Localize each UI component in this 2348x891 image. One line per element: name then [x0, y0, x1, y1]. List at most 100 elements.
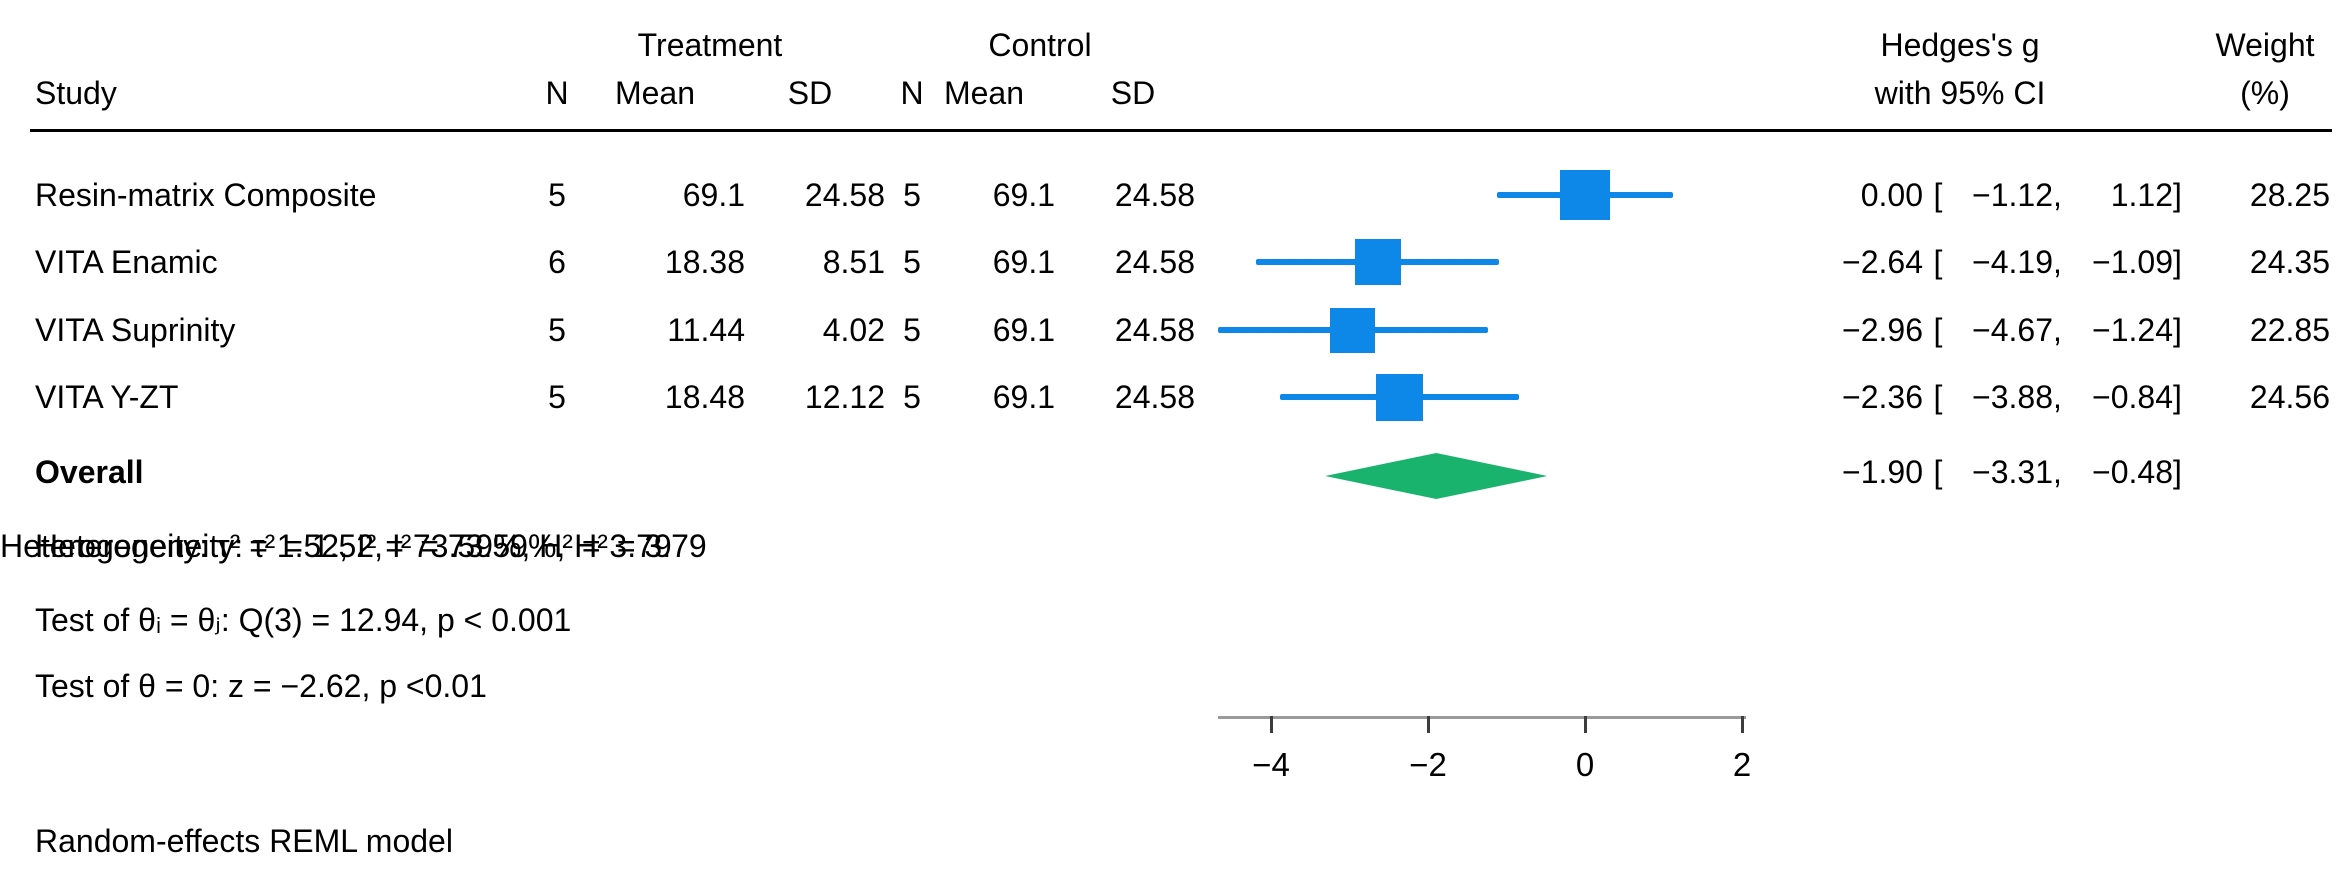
- control-mean: 69.1: [992, 379, 1055, 415]
- overall-effect-size-ci: −1.90 [ −3.31, −0.48]: [1823, 450, 2188, 494]
- table-row: VITA Suprinity 5 11.44 4.02 5 69.1 24.58…: [0, 308, 2348, 352]
- axis-tick: [1269, 716, 1273, 733]
- axis-tick-label: −2: [1409, 746, 1447, 783]
- axis-tick: [1740, 716, 1744, 733]
- effect-estimate: −2.96: [1842, 312, 1923, 348]
- model-note: Random-effects REML model: [35, 823, 453, 859]
- table-row: VITA Enamic 6 18.38 8.51 5 69.1 24.58 −2…: [0, 240, 2348, 284]
- bracket-close: ]: [2173, 312, 2182, 348]
- heterogeneity-stats-text: Heterogeneity: τ² = 1.52, I² = 73.59%, H…: [35, 528, 707, 564]
- comma: ,: [2053, 244, 2062, 280]
- axis-line: [1218, 716, 1746, 719]
- treatment-mean: 69.1: [682, 177, 745, 213]
- ci-upper: −1.09: [2092, 244, 2173, 280]
- treatment-mean: 18.38: [664, 244, 745, 280]
- treatment-mean: 18.48: [664, 379, 745, 415]
- effect-square: [1376, 373, 1424, 421]
- bracket-close: ]: [2173, 379, 2182, 415]
- bracket-close: ]: [2173, 177, 2182, 213]
- comma: ,: [2053, 312, 2062, 348]
- control-mean: 69.1: [992, 244, 1055, 280]
- treatment-sd-header: SD: [787, 75, 833, 111]
- overall-row: Overall −1.90 [ −3.31, −0.48]: [0, 450, 2348, 494]
- ci-upper: −0.48: [2092, 454, 2173, 490]
- study-name: VITA Suprinity: [35, 312, 236, 348]
- header-groups: Treatment Control Hedges's g Weight: [0, 23, 2348, 67]
- effect-size-header-line2: with 95% CI: [1874, 75, 2046, 111]
- weight-value: 24.56: [2249, 379, 2330, 415]
- bracket-open: [: [1933, 454, 1943, 490]
- effect-size-ci: −2.36 [ −3.88, −0.84]: [1823, 375, 2188, 419]
- header-divider: [30, 129, 2332, 132]
- ci-lower: −1.12: [1972, 177, 2053, 213]
- control-n: 5: [903, 177, 921, 213]
- control-mean: 69.1: [992, 177, 1055, 213]
- control-mean: 69.1: [992, 312, 1055, 348]
- weight-value: 24.35: [2249, 244, 2330, 280]
- test-overall-effect-text: Test of θ = 0: z = −2.62, p <0.01: [35, 668, 487, 704]
- comma: ,: [2053, 454, 2062, 490]
- effect-size-ci: −2.64 [ −4.19, −1.09]: [1823, 240, 2188, 284]
- table-row: VITA Y-ZT 5 18.48 12.12 5 69.1 24.58 −2.…: [0, 375, 2348, 419]
- treatment-mean-header: Mean: [614, 75, 696, 111]
- study-name: VITA Y-ZT: [35, 379, 179, 415]
- effect-square: [1560, 170, 1610, 220]
- study-column-header: Study: [35, 75, 117, 111]
- control-sd: 24.58: [1114, 312, 1195, 348]
- ci-lower: −4.19: [1972, 244, 2053, 280]
- effect-size-ci: −2.96 [−4.67, −1.24]: [1823, 308, 2188, 352]
- effect-square: [1354, 239, 1401, 285]
- heterogeneity-stats: Heterogeneity: τ² = 1.52, I² = 73.59%, H…: [0, 528, 672, 564]
- axis-tick-label: −4: [1252, 746, 1290, 783]
- effect-size-ci: 0.00 [−1.12, 1.12]: [1823, 173, 2188, 217]
- control-sd: 24.58: [1114, 244, 1195, 280]
- control-sd: 24.58: [1114, 379, 1195, 415]
- axis-tick-label: 0: [1575, 746, 1595, 783]
- effect-estimate: −1.90: [1842, 454, 1923, 490]
- weight-value: 28.25: [2249, 177, 2330, 213]
- control-n: 5: [903, 312, 921, 348]
- weight-value: 22.85: [2249, 312, 2330, 348]
- test-group-differences-text: Test of θᵢ = θⱼ: Q(3) = 12.94, p < 0.001: [35, 602, 572, 638]
- overall-diamond: [1325, 453, 1548, 499]
- control-n-header: N: [900, 75, 924, 111]
- study-name: Resin-matrix Composite: [35, 177, 377, 213]
- control-n: 5: [903, 244, 921, 280]
- treatment-mean: 11.44: [667, 312, 745, 348]
- axis-tick: [1583, 716, 1587, 733]
- bracket-open: [: [1933, 379, 1943, 415]
- effect-estimate: 0.00: [1860, 177, 1923, 213]
- overall-label: Overall: [35, 454, 144, 490]
- treatment-n: 6: [548, 244, 566, 280]
- treatment-n: 5: [548, 312, 566, 348]
- bracket-close: ]: [2173, 244, 2182, 280]
- weight-header-line2: (%): [2240, 75, 2290, 111]
- effect-estimate: −2.64: [1842, 244, 1923, 280]
- treatment-sd: 12.12: [804, 379, 885, 415]
- effect-square: [1330, 307, 1376, 353]
- ci-lower: −3.88: [1972, 379, 2053, 415]
- comma: ,: [2053, 379, 2062, 415]
- ci-upper: −0.84: [2092, 379, 2173, 415]
- control-sd: 24.58: [1114, 177, 1195, 213]
- control-mean-header: Mean: [943, 75, 1025, 111]
- bracket-close: ]: [2173, 454, 2182, 490]
- axis-tick-label: 2: [1732, 746, 1752, 783]
- ci-lower: −4.67: [1972, 312, 2053, 348]
- bracket-open: [: [1933, 244, 1943, 280]
- effect-estimate: −2.36: [1842, 379, 1923, 415]
- axis-tick: [1426, 716, 1430, 733]
- effect-size-header-line1: Hedges's g: [1880, 27, 2040, 63]
- control-group-header: Control: [988, 27, 1092, 63]
- comma: ,: [2053, 177, 2062, 213]
- table-row: Resin-matrix Composite 5 69.1 24.58 5 69…: [0, 173, 2348, 217]
- treatment-sd: 24.58: [804, 177, 885, 213]
- weight-header-line1: Weight: [2215, 27, 2315, 63]
- bracket-open: [: [1933, 177, 1943, 213]
- control-n: 5: [903, 379, 921, 415]
- treatment-n: 5: [548, 379, 566, 415]
- ci-upper: −1.24: [2092, 312, 2173, 348]
- header-columns: Study N Mean SD N Mean SD with 95% CI (%…: [0, 71, 2348, 115]
- ci-lower: −3.31: [1972, 454, 2053, 490]
